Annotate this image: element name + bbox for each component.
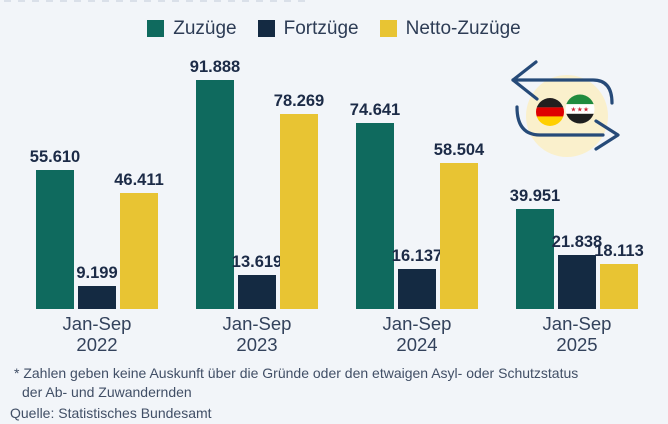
bar-fortzuege-2025 xyxy=(558,255,596,309)
bar-value-netto-zuzuege-2023: 78.269 xyxy=(273,92,325,110)
bar-value-zuzuege-2022: 55.610 xyxy=(29,148,81,166)
bar-value-fortzuege-2022: 9.199 xyxy=(76,264,118,282)
bar-value-netto-zuzuege-2024: 58.504 xyxy=(433,141,485,159)
legend-item-netto-zuzuege: Netto-Zuzüge xyxy=(379,18,521,39)
bar-netto-zuzuege-2022 xyxy=(120,193,158,309)
bar-zuzuege-2025 xyxy=(516,209,554,309)
x-axis-label-2022: Jan-Sep 2022 xyxy=(62,313,132,355)
footnote-line-1: * Zahlen geben keine Auskunft über die G… xyxy=(14,365,579,381)
legend-item-fortzuege: Fortzüge xyxy=(257,18,359,39)
bar-zuzuege-2023 xyxy=(196,80,234,309)
bar-zuzuege-2024 xyxy=(356,123,394,309)
svg-text:★★★: ★★★ xyxy=(571,106,590,114)
source-note: Quelle: Statistisches Bundesamt xyxy=(10,405,212,421)
bar-value-zuzuege-2023: 91.888 xyxy=(189,58,241,76)
footnote: * Zahlen geben keine Auskunft über die G… xyxy=(10,364,578,423)
bar-value-fortzuege-2025: 21.838 xyxy=(551,233,603,251)
germany-flag-icon xyxy=(536,98,564,126)
legend-label-fortzuege: Fortzüge xyxy=(283,18,359,39)
legend-swatch-netto-zuzuege xyxy=(379,20,397,37)
cropped-headline-artifact xyxy=(4,0,310,2)
x-axis-label-2025: Jan-Sep 2025 xyxy=(542,313,612,355)
exchange-arrows-icon xyxy=(511,60,620,151)
x-axis-label-2023: Jan-Sep 2023 xyxy=(222,313,292,355)
legend-label-netto-zuzuege: Netto-Zuzüge xyxy=(405,18,521,39)
bar-zuzuege-2022 xyxy=(36,170,74,309)
bar-fortzuege-2024 xyxy=(398,269,436,309)
legend-swatch-fortzuege xyxy=(257,20,275,37)
legend-swatch-zuzuege xyxy=(147,20,165,37)
bar-value-fortzuege-2024: 16.137 xyxy=(391,247,443,265)
bar-netto-zuzuege-2025 xyxy=(600,264,638,309)
migration-exchange-icon: ★★★ xyxy=(511,60,620,157)
legend: Zuzüge Fortzüge Netto-Zuzüge xyxy=(0,19,668,38)
bar-netto-zuzuege-2023 xyxy=(280,114,318,309)
bar-fortzuege-2023 xyxy=(238,275,276,309)
legend-item-zuzuege: Zuzüge xyxy=(147,18,237,39)
bar-value-fortzuege-2023: 13.619 xyxy=(231,253,283,271)
bar-value-zuzuege-2024: 74.641 xyxy=(349,101,401,119)
bar-netto-zuzuege-2024 xyxy=(440,163,478,309)
x-axis-label-2024: Jan-Sep 2024 xyxy=(382,313,452,355)
bar-value-netto-zuzuege-2022: 46.411 xyxy=(114,171,164,189)
bar-value-netto-zuzuege-2025: 18.113 xyxy=(594,242,644,260)
footnote-line-2: der Ab- und Zuwandernden xyxy=(22,383,192,400)
legend-label-zuzuege: Zuzüge xyxy=(173,18,237,39)
bar-value-zuzuege-2025: 39.951 xyxy=(509,187,561,205)
bar-fortzuege-2022 xyxy=(78,286,116,309)
syria-flag-icon: ★★★ xyxy=(565,94,595,124)
